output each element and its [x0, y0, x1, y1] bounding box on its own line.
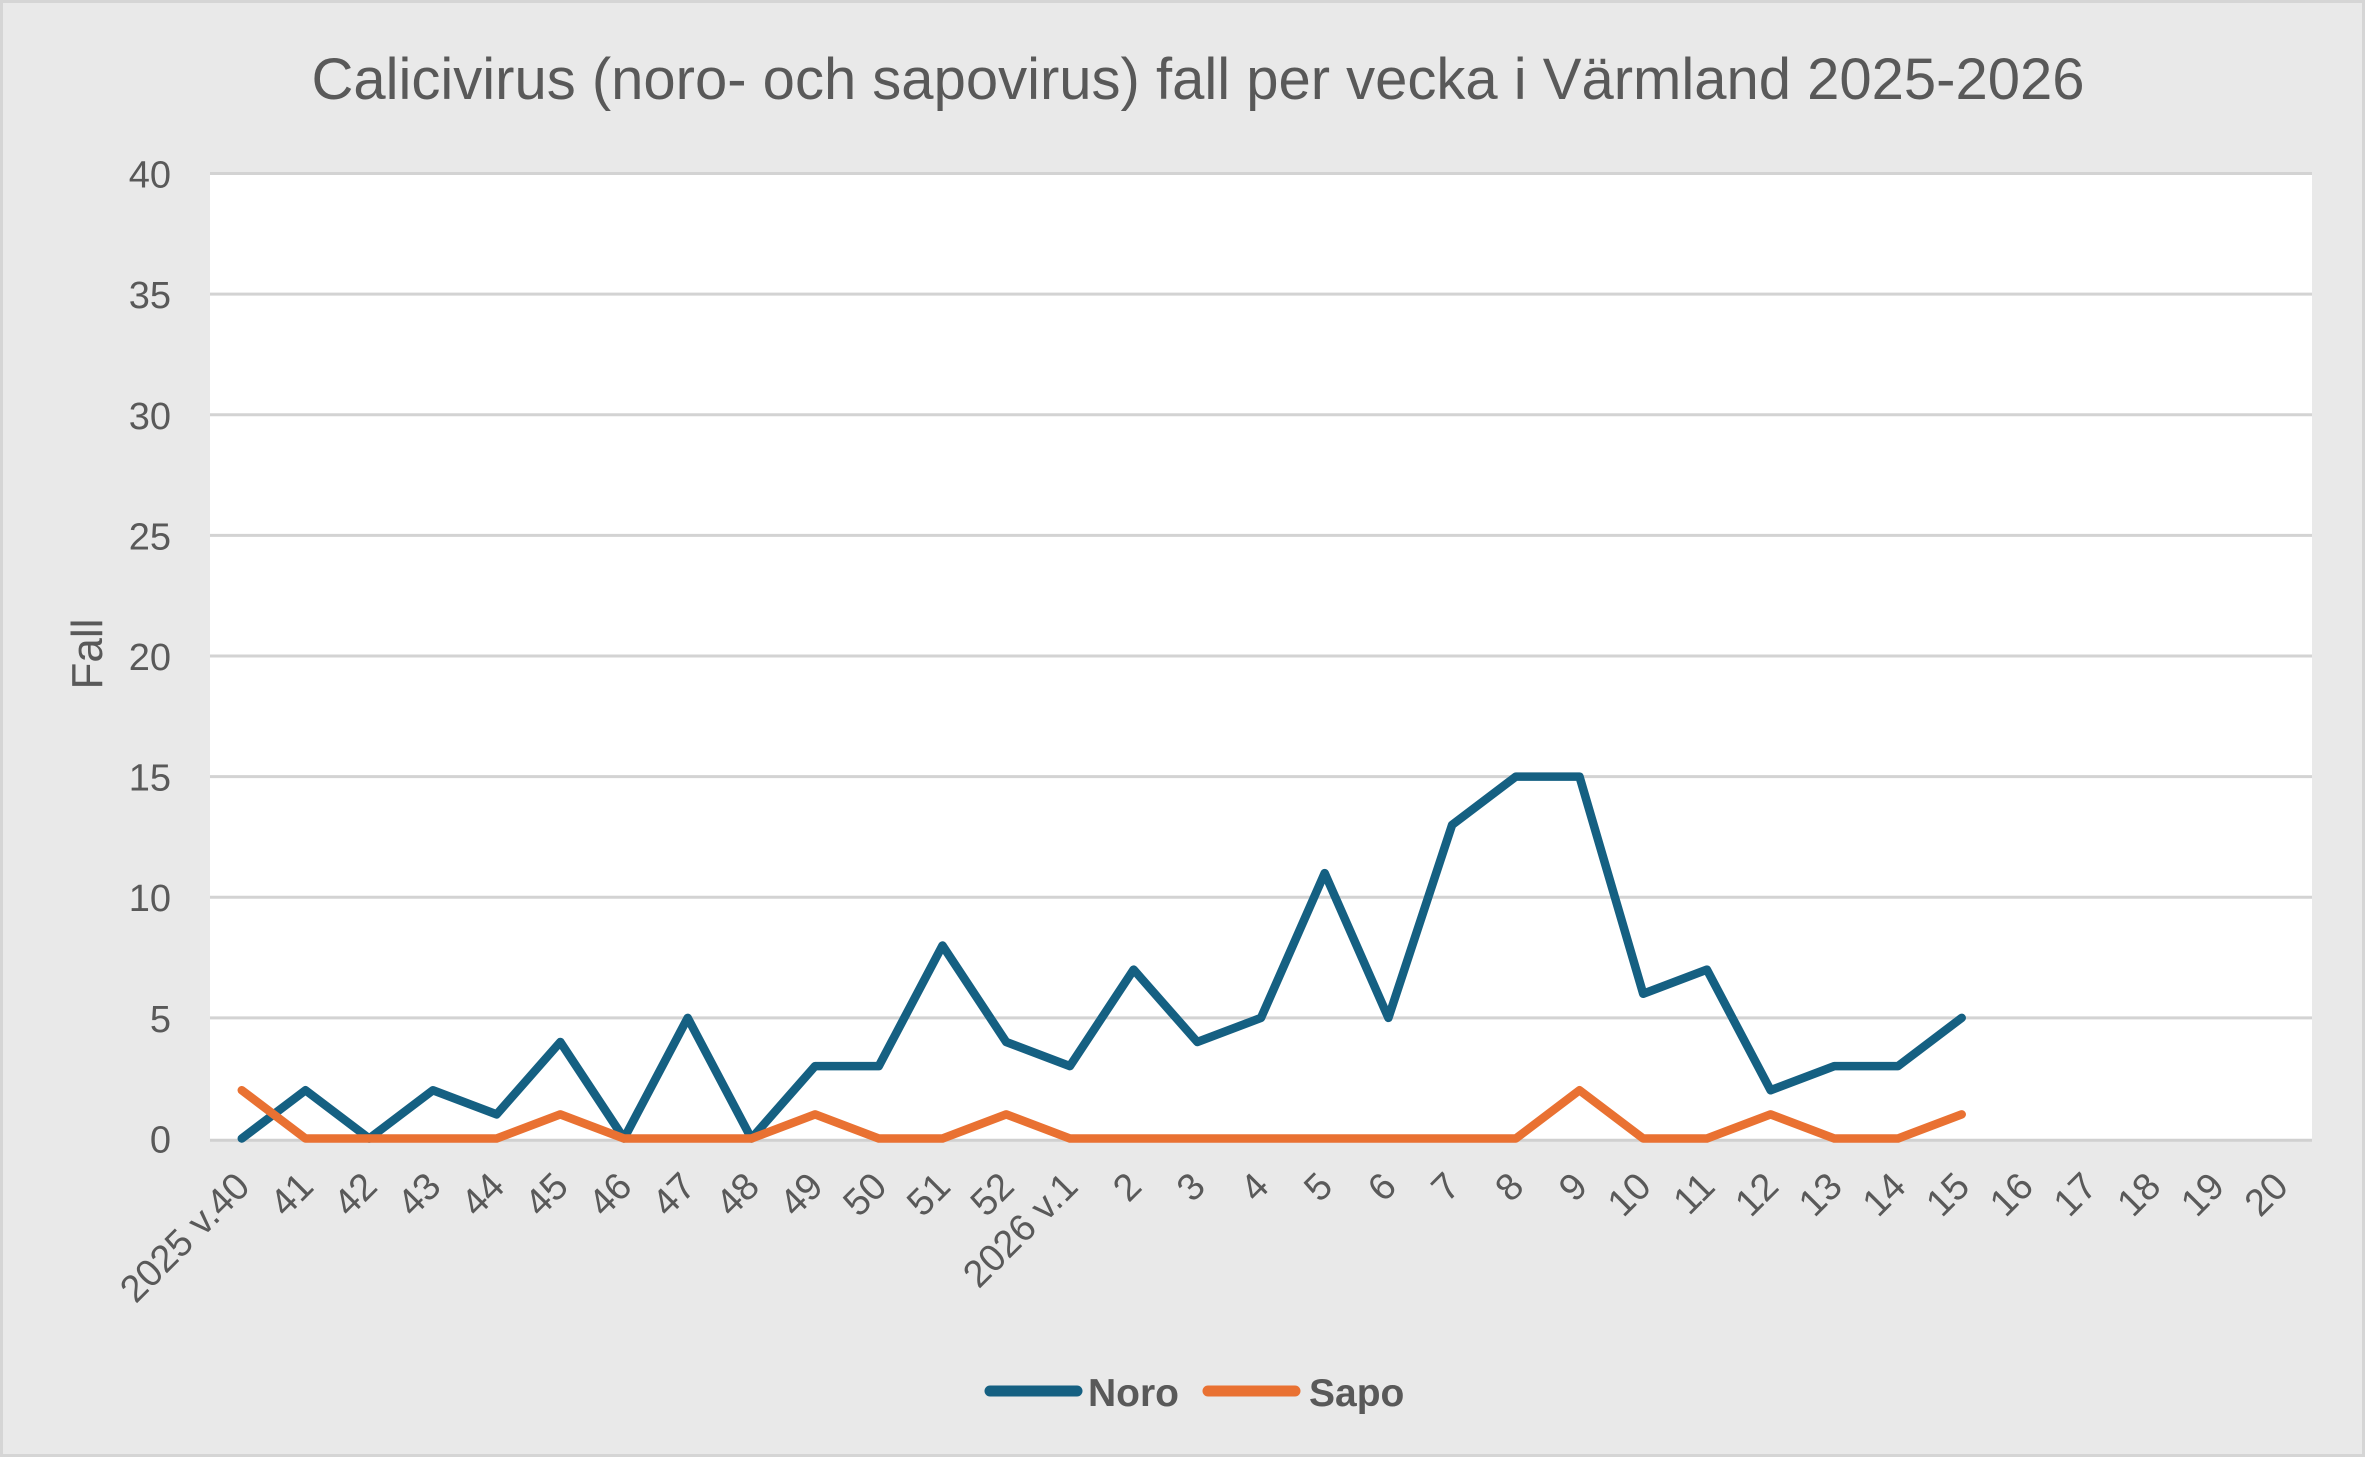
svg-text:10: 10 [129, 878, 171, 920]
svg-text:Fall: Fall [63, 619, 112, 690]
svg-text:15: 15 [129, 758, 171, 800]
svg-text:25: 25 [129, 516, 171, 558]
svg-text:Calicivirus (noro- och sapovir: Calicivirus (noro- och sapovirus) fall p… [311, 47, 2084, 112]
svg-text:5: 5 [150, 999, 171, 1041]
svg-text:30: 30 [129, 396, 171, 438]
svg-text:Sapo: Sapo [1309, 1372, 1404, 1415]
svg-text:20: 20 [129, 637, 171, 679]
svg-text:35: 35 [129, 275, 171, 317]
svg-text:40: 40 [129, 155, 171, 197]
svg-text:Noro: Noro [1088, 1372, 1179, 1415]
svg-text:0: 0 [150, 1120, 171, 1162]
